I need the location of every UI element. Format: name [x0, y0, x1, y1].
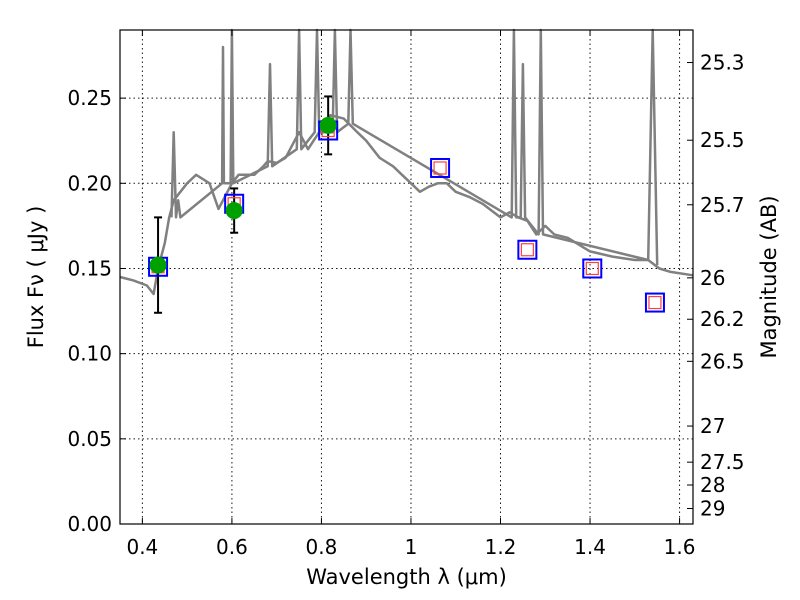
right-axis-label: Magnitude (AB) — [757, 195, 781, 358]
right-tick-label: 26.5 — [700, 349, 745, 373]
y-tick-label: 0.10 — [67, 342, 112, 366]
right-tick-label: 27.5 — [700, 450, 745, 474]
template-spectrum — [119, 28, 694, 296]
right-tick-label: 26.2 — [700, 307, 745, 331]
right-tick-label: 25.3 — [700, 51, 745, 75]
right-tick-label: 25.5 — [700, 128, 745, 152]
x-tick-label: 1.2 — [485, 535, 517, 559]
x-tick-label: 0.6 — [216, 535, 248, 559]
x-axis-ticks: 0.4 0.6 0.8 1 1.2 1.4 1.6 — [126, 30, 695, 559]
model-box — [430, 157, 451, 178]
template-line — [119, 113, 694, 296]
right-tick-label: 28 — [700, 473, 725, 497]
model-box-inner — [520, 243, 534, 257]
y-tick-label: 0.20 — [67, 171, 112, 195]
y-tick-label: 0.00 — [67, 512, 112, 536]
observed-photometry — [149, 116, 337, 274]
observed-point — [149, 256, 167, 274]
model-box — [582, 258, 603, 279]
right-tick-label: 25.7 — [700, 193, 745, 217]
model-photometry — [148, 120, 665, 313]
model-box-inner — [585, 261, 599, 276]
x-tick-label: 1 — [405, 535, 418, 559]
x-tick-label: 0.4 — [126, 535, 158, 559]
right-tick-label: 27 — [700, 414, 725, 438]
y-tick-label: 0.05 — [67, 427, 112, 451]
right-tick-label: 26 — [700, 266, 725, 290]
model-box-inner — [433, 161, 447, 175]
x-tick-label: 0.8 — [306, 535, 338, 559]
x-tick-label: 1.4 — [574, 535, 606, 559]
y-axis-label: Flux Fν ( μJy ) — [24, 206, 48, 349]
grid — [120, 30, 693, 525]
template-line — [170, 28, 659, 266]
plot-frame — [119, 29, 694, 525]
model-box — [644, 292, 665, 313]
x-axis-label: Wavelength λ (μm) — [306, 565, 507, 589]
observed-point — [225, 202, 243, 220]
model-box-inner — [648, 295, 662, 310]
y-tick-label: 0.15 — [67, 256, 112, 280]
y-axis-ticks: 0.00 0.05 0.10 0.15 0.20 0.25 — [67, 86, 126, 536]
right-tick-label: 29 — [700, 496, 725, 520]
y-tick-label: 0.25 — [67, 86, 112, 110]
x-tick-label: 1.6 — [664, 535, 696, 559]
observed-point — [319, 116, 337, 134]
model-box — [517, 239, 538, 260]
